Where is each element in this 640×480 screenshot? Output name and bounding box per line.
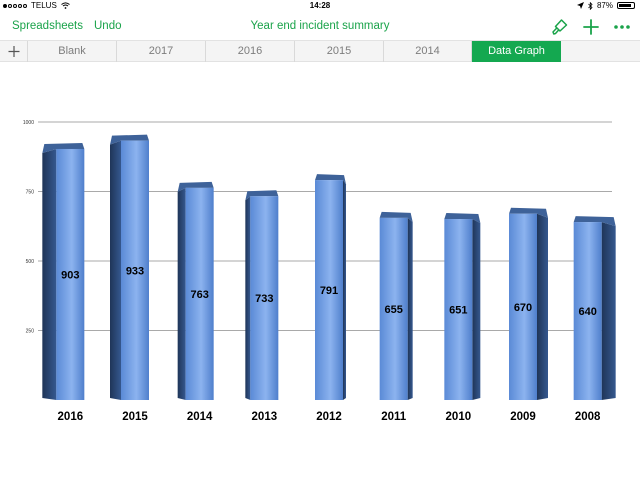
bar-value-label: 791 bbox=[320, 285, 338, 297]
tab-2015[interactable]: 2015 bbox=[295, 41, 384, 62]
spreadsheets-button[interactable]: Spreadsheets bbox=[12, 20, 83, 32]
more-icon[interactable] bbox=[612, 17, 632, 37]
bar-top bbox=[110, 134, 149, 145]
y-tick-label: 500 bbox=[26, 259, 35, 265]
bar-front bbox=[56, 148, 85, 400]
bar-side bbox=[472, 219, 481, 400]
bar-side bbox=[177, 187, 186, 400]
battery-percent: 87% bbox=[596, 1, 613, 10]
bar-side bbox=[110, 140, 121, 400]
battery-icon bbox=[617, 2, 635, 9]
bar: 640 bbox=[573, 216, 616, 400]
bar-side bbox=[245, 196, 251, 400]
bar: 655 bbox=[379, 211, 413, 400]
toolbar: Spreadsheets Undo Year end incident summ… bbox=[0, 12, 640, 40]
tab-2014[interactable]: 2014 bbox=[384, 41, 472, 62]
bar-front bbox=[315, 180, 343, 400]
clock: 14:28 bbox=[309, 1, 331, 10]
bar-value-label: 763 bbox=[190, 289, 208, 301]
x-tick-label: 2016 bbox=[58, 411, 84, 423]
paintbrush-icon[interactable] bbox=[550, 17, 570, 37]
bar-top bbox=[315, 174, 346, 185]
bar: 763 bbox=[177, 181, 214, 400]
bar: 791 bbox=[315, 174, 346, 400]
plus-icon bbox=[8, 46, 20, 57]
location-icon bbox=[576, 2, 584, 9]
bar-front bbox=[185, 187, 214, 400]
bar-top bbox=[42, 142, 85, 153]
bar-top bbox=[573, 216, 616, 227]
tab-data-graph[interactable]: Data Graph bbox=[472, 41, 561, 62]
tab-2016[interactable]: 2016 bbox=[206, 41, 295, 62]
bar-front bbox=[250, 196, 279, 400]
x-tick-label: 2013 bbox=[252, 411, 278, 423]
bar: 903 bbox=[42, 142, 85, 400]
bar-side bbox=[601, 222, 616, 400]
wifi-icon bbox=[60, 2, 70, 9]
bar-front bbox=[444, 219, 473, 400]
bar-side bbox=[42, 148, 57, 400]
status-left: TELUS bbox=[3, 1, 70, 10]
x-tick-label: 2008 bbox=[575, 411, 601, 423]
bar-value-label: 651 bbox=[449, 305, 467, 317]
bar-top bbox=[379, 211, 413, 222]
bar-value-label: 933 bbox=[126, 265, 144, 277]
bar-top bbox=[509, 207, 548, 218]
bar: 670 bbox=[509, 207, 548, 400]
x-tick-label: 2011 bbox=[381, 411, 407, 423]
y-tick-label: 1000 bbox=[23, 120, 34, 126]
status-right: 87% bbox=[576, 1, 635, 10]
bar-side bbox=[407, 217, 413, 400]
document-title[interactable]: Year end incident summary bbox=[250, 20, 390, 32]
x-tick-label: 2009 bbox=[510, 411, 536, 423]
bar-front bbox=[573, 222, 602, 400]
bar-chart: 1000 750 500 250 903 933 763 733 791 655 651 670 64… bbox=[23, 120, 616, 423]
bar-value-label: 670 bbox=[514, 302, 532, 314]
bar-front bbox=[379, 217, 408, 400]
add-sheet-button[interactable] bbox=[0, 41, 28, 62]
y-tick-label: 250 bbox=[26, 329, 35, 335]
chart-x-labels: 2016 2015 2014 2013 2012 2011 2010 2009 2008 bbox=[58, 411, 602, 423]
bar-top bbox=[177, 181, 214, 192]
bar-top bbox=[444, 213, 481, 224]
x-tick-label: 2010 bbox=[446, 411, 472, 423]
bar-value-label: 903 bbox=[61, 269, 79, 281]
bar: 933 bbox=[110, 134, 149, 400]
x-tick-label: 2014 bbox=[187, 411, 213, 423]
bar: 733 bbox=[245, 190, 279, 400]
y-tick-label: 750 bbox=[26, 190, 35, 196]
bar-side bbox=[537, 213, 548, 400]
bluetooth-icon bbox=[588, 1, 593, 10]
tab-2017[interactable]: 2017 bbox=[117, 41, 206, 62]
bar: 651 bbox=[444, 213, 481, 400]
bar-side bbox=[343, 180, 346, 400]
bar-front bbox=[509, 213, 537, 400]
add-icon[interactable] bbox=[581, 17, 601, 37]
bar-top bbox=[245, 190, 279, 201]
bar-value-label: 655 bbox=[384, 304, 402, 316]
sheet-tab-bar: Blank 2017 2016 2015 2014 Data Graph bbox=[0, 40, 640, 62]
tab-blank[interactable]: Blank bbox=[28, 41, 117, 62]
status-bar: TELUS 14:28 87% bbox=[0, 0, 640, 12]
x-tick-label: 2012 bbox=[316, 411, 342, 423]
bar-front bbox=[121, 140, 149, 400]
chart-bars: 903 933 763 733 791 655 651 670 640 bbox=[42, 134, 616, 400]
carrier-label: TELUS bbox=[31, 1, 57, 10]
bar-value-label: 733 bbox=[255, 293, 273, 305]
undo-button[interactable]: Undo bbox=[94, 20, 122, 32]
bar-value-label: 640 bbox=[578, 306, 596, 318]
signal-icon bbox=[3, 3, 27, 8]
x-tick-label: 2015 bbox=[122, 411, 148, 423]
